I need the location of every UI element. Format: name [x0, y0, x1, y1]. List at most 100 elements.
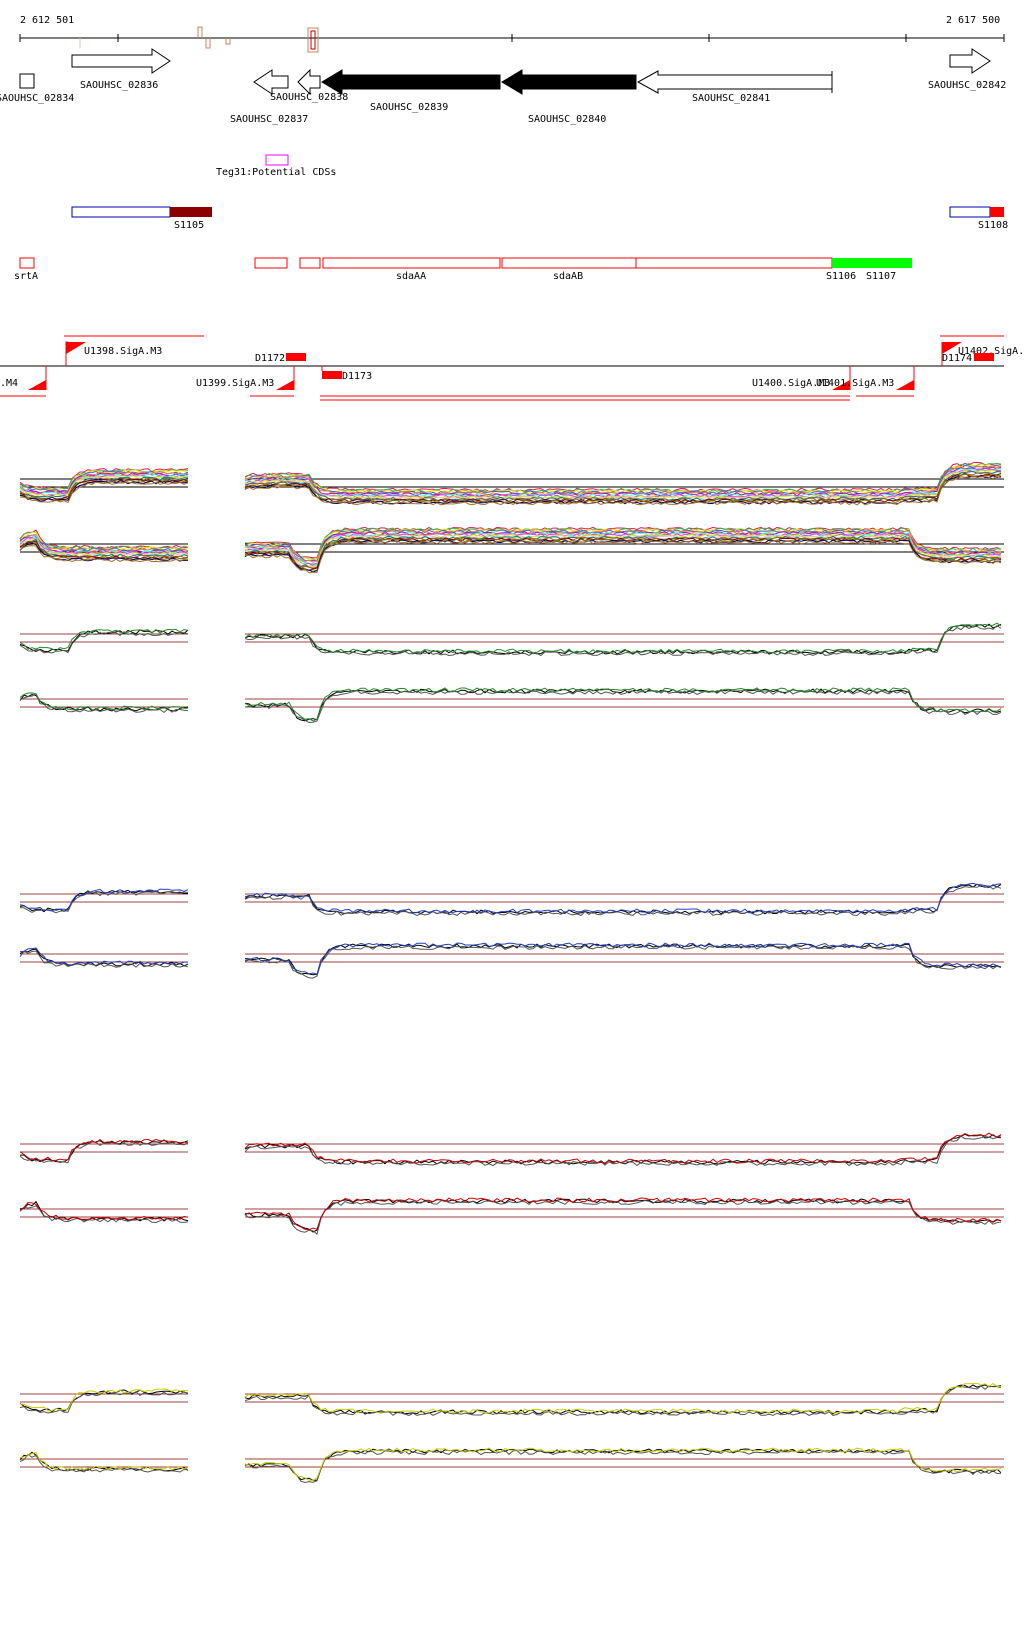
- expression-series-line: [244, 1384, 1002, 1415]
- expression-series-line: [244, 687, 1002, 722]
- ruler-start-label: 2 612 501: [20, 15, 74, 26]
- expression-track: [19, 461, 1004, 506]
- gene-saouhsc-02839[interactable]: SAOUHSC_02839: [321, 69, 501, 113]
- promoter-u1401[interactable]: U1401.SigA.M3: [816, 366, 915, 390]
- expression-series-line: [19, 472, 189, 494]
- expression-track: [19, 1197, 1004, 1235]
- expression-series-line: [244, 472, 1002, 503]
- expression-series-line: [19, 1389, 189, 1413]
- ruler-end-label: 2 617 500: [946, 15, 1000, 26]
- feature-label: S1107: [866, 271, 896, 282]
- promoter-label: U1398.SigA.M3: [84, 346, 162, 357]
- expression-series-line: [244, 1133, 1002, 1165]
- promoter-u1400[interactable]: U1400.SigA.M3: [752, 366, 851, 390]
- srna-label: S1108: [978, 220, 1008, 231]
- expression-series-line: [244, 885, 1002, 917]
- potential-cds-box[interactable]: [265, 154, 289, 166]
- gene-label: SAOUHSC_02838: [270, 92, 348, 103]
- expression-series-line: [244, 466, 1002, 497]
- feature-label: srtA: [14, 271, 38, 282]
- feature-srta[interactable]: srtA: [14, 257, 38, 282]
- feature-label: sdaAA: [396, 271, 426, 282]
- feature-s1106-s1107[interactable]: S1106 S1107: [826, 258, 912, 282]
- expression-series-line: [244, 944, 1002, 979]
- expression-series-line: [244, 1448, 1002, 1481]
- expression-series-line: [19, 469, 189, 492]
- expression-series-line: [244, 475, 1002, 506]
- gene-label: SAOUHSC_02834: [0, 93, 74, 104]
- promoter-label: D1174: [942, 353, 972, 364]
- expression-track: [19, 1447, 1004, 1484]
- promoter-u1402[interactable]: U1402.SigA.: [941, 342, 1024, 366]
- gene-label: SAOUHSC_02842: [928, 80, 1006, 91]
- expression-series-line: [19, 947, 188, 966]
- expression-series-line: [19, 1453, 189, 1473]
- feature-label: S1106: [826, 271, 856, 282]
- feature-sdaaa[interactable]: sdaAA: [322, 257, 501, 282]
- expression-series-line: [244, 1132, 1002, 1164]
- feature-box[interactable]: [635, 257, 833, 269]
- expression-series-line: [19, 629, 189, 653]
- expression-series-line: [19, 692, 189, 714]
- expression-track: [19, 1132, 1004, 1167]
- expression-track: [19, 942, 1004, 979]
- promoter-label: U1399.SigA.M3: [196, 378, 274, 389]
- feature-label: sdaAB: [553, 271, 583, 282]
- expression-track: [19, 526, 1004, 574]
- gene-saouhsc-02842[interactable]: SAOUHSC_02842: [928, 48, 1006, 91]
- expression-series-line: [19, 542, 189, 562]
- expression-series-line: [19, 480, 189, 502]
- expression-series-line: [244, 689, 1002, 724]
- expression-series-line: [19, 1138, 189, 1162]
- expression-series-line: [244, 534, 1002, 568]
- promoter-d1172[interactable]: D1172: [255, 353, 306, 364]
- promoter-label: U1402.SigA.: [958, 346, 1024, 357]
- expression-track: [19, 622, 1004, 657]
- feature-box[interactable]: [299, 257, 321, 269]
- operon-track: srtA sdaAA sdaAB S1106 S1107: [14, 257, 912, 282]
- expression-series-line: [19, 545, 189, 563]
- promoter-label: D1172: [255, 353, 285, 364]
- expression-series-line: [244, 624, 1002, 657]
- expression-series-line: [19, 474, 189, 496]
- expression-series-line: [19, 1200, 189, 1222]
- srna-s1108[interactable]: S1108: [949, 206, 1008, 231]
- promoter-d1174[interactable]: D1174: [942, 353, 994, 364]
- gene-saouhsc-02836[interactable]: SAOUHSC_02836: [71, 48, 171, 91]
- expression-series-line: [19, 541, 189, 561]
- expression-track: [19, 882, 1004, 917]
- expression-series-line: [244, 1447, 1002, 1481]
- expression-series-line: [244, 1385, 1002, 1416]
- gene-saouhsc-02840[interactable]: SAOUHSC_02840: [501, 69, 637, 125]
- expression-series-line: [19, 628, 189, 652]
- promoter-label: D1173: [342, 371, 372, 382]
- gene-saouhsc-02837[interactable]: SAOUHSC_02837: [230, 69, 308, 125]
- promoter-u1399[interactable]: U1399.SigA.M3: [196, 366, 295, 390]
- gene-saouhsc-02838[interactable]: SAOUHSC_02838: [270, 68, 348, 103]
- expression-series-line: [19, 1388, 189, 1412]
- srna-s1105[interactable]: S1105: [71, 206, 212, 231]
- promoter-m4[interactable]: A.M4: [0, 366, 47, 390]
- expression-series-line: [19, 950, 189, 968]
- promoter-u1398[interactable]: U1398.SigA.M3: [65, 341, 162, 366]
- expression-series-line: [244, 882, 1002, 914]
- feature-box[interactable]: [254, 257, 288, 269]
- expression-series-line: [244, 464, 1002, 495]
- expression-track: [19, 687, 1004, 724]
- expression-series-line: [19, 473, 189, 495]
- srna-label: S1105: [174, 220, 204, 231]
- promoter-label: U1400.SigA.M3: [752, 378, 830, 389]
- gene-saouhsc-02841[interactable]: SAOUHSC_02841: [636, 70, 833, 104]
- expression-series-line: [244, 539, 1002, 573]
- gene-label: SAOUHSC_02841: [692, 93, 770, 104]
- promoter-d1173[interactable]: D1173: [321, 366, 372, 382]
- feature-sdaab[interactable]: sdaAB: [501, 257, 637, 282]
- gene-label: SAOUHSC_02840: [528, 114, 606, 125]
- coordinate-ruler: 2 612 501 2 617 500: [19, 15, 1005, 53]
- gene-saouhsc-02834[interactable]: SAOUHSC_02834: [0, 73, 74, 104]
- gene-label: SAOUHSC_02839: [370, 102, 448, 113]
- expression-series-line: [19, 1205, 189, 1224]
- expression-series-line: [244, 462, 1002, 493]
- expression-series-line: [19, 1451, 189, 1472]
